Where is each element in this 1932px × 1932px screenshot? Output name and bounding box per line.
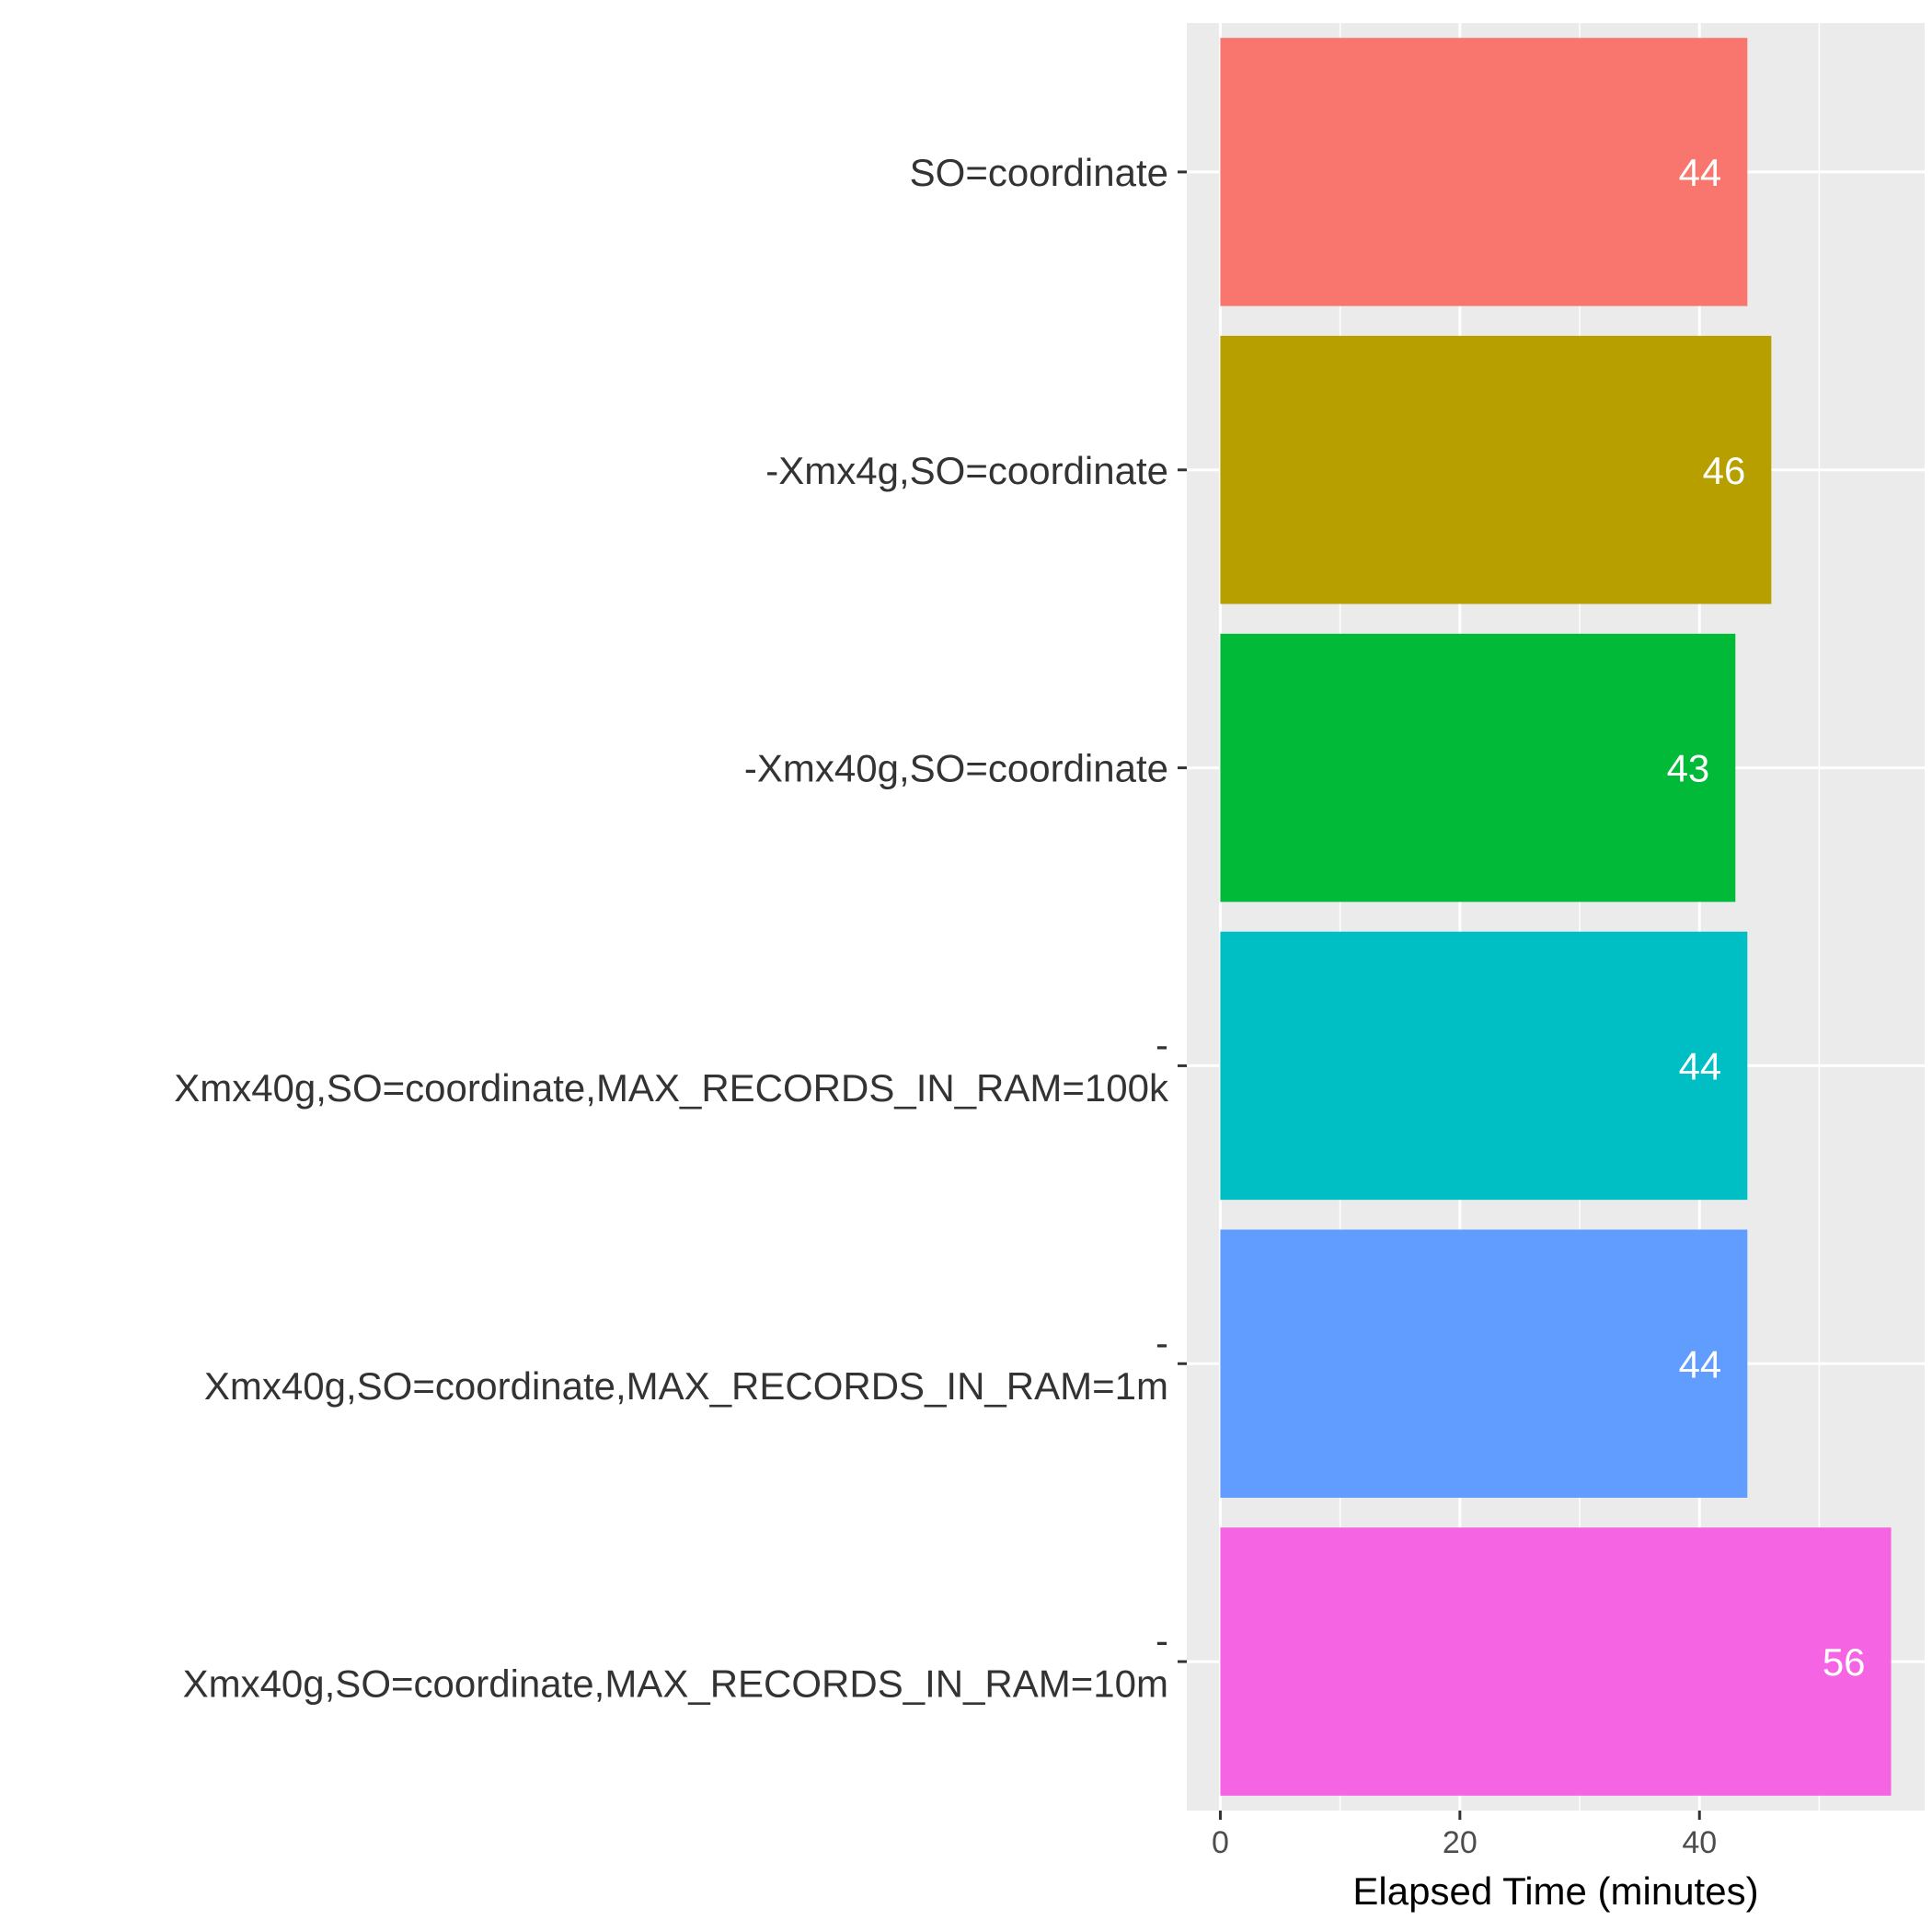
data-labels: 44 46 43 44 44 56 (1667, 151, 1866, 1684)
bar (1220, 633, 1736, 903)
category-label: -Xmx40g,SO=coordinate (744, 747, 1168, 790)
bar-value-label: 44 (1679, 1342, 1722, 1386)
bar-value-label: 43 (1667, 747, 1710, 790)
x-tick-label: 0 (1212, 1825, 1229, 1860)
bar (1220, 336, 1772, 604)
bar-value-label: 44 (1679, 151, 1722, 194)
plot-panel (1187, 23, 1925, 1811)
category-label: -Xmx4g,SO=coordinate (765, 449, 1168, 492)
bar (1220, 1527, 1892, 1796)
bar (1220, 38, 1748, 306)
bar-value-label: 46 (1703, 449, 1746, 492)
bar (1220, 931, 1748, 1201)
x-axis-title: Elapsed Time (minutes) (1352, 1869, 1758, 1913)
x-tick-label: 20 (1443, 1825, 1478, 1860)
bars (1220, 38, 1892, 1796)
x-tick-label: 40 (1682, 1825, 1717, 1860)
bar-value-label: 56 (1823, 1640, 1866, 1684)
category-label: -Xmx40g,SO=coordinate,MAX_RECORDS_IN_RAM… (174, 1023, 1169, 1110)
category-label: -Xmx40g,SO=coordinate,MAX_RECORDS_IN_RAM… (204, 1321, 1168, 1408)
category-label: SO=coordinate (910, 151, 1168, 194)
y-axis: SO=coordinate -Xmx4g,SO=coordinate -Xmx40g… (174, 151, 1187, 1706)
bar (1220, 1229, 1748, 1498)
x-axis: 0 20 40 (1212, 1811, 1717, 1860)
bar-value-label: 44 (1679, 1044, 1722, 1087)
category-label: -Xmx40g,SO=coordinate,MAX_RECORDS_IN_RAM… (183, 1619, 1168, 1706)
